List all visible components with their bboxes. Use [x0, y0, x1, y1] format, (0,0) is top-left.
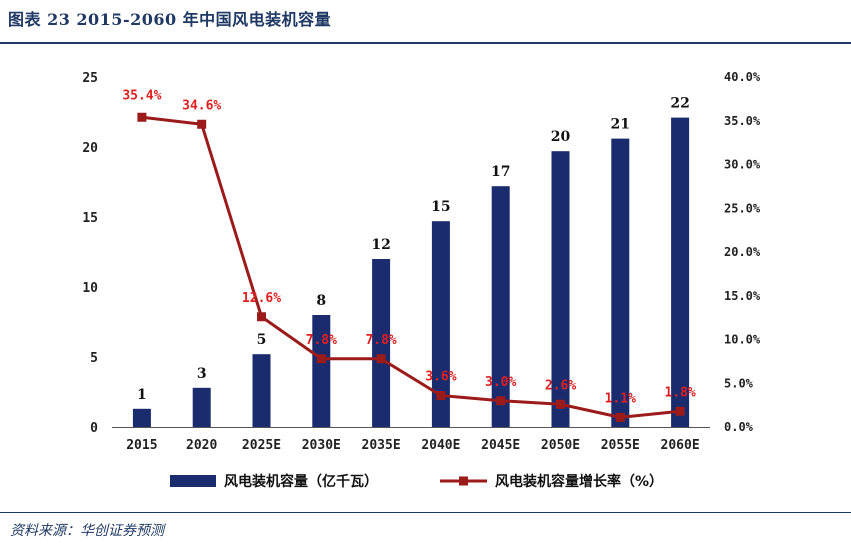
y-left-tick-label: 5 — [90, 351, 98, 366]
growth-marker — [675, 406, 685, 416]
x-tick-label: 2030E — [302, 438, 341, 453]
y-right-tick-label: 25.0% — [724, 201, 761, 215]
legend-bar-swatch — [170, 475, 216, 487]
growth-value-label: 34.6% — [182, 98, 221, 113]
growth-value-label: 35.4% — [122, 88, 161, 103]
y-left-tick-label: 0 — [90, 421, 98, 436]
growth-value-label: 1.8% — [664, 385, 695, 400]
bar-value-label: 15 — [431, 199, 450, 215]
legend-line-marker — [459, 476, 468, 486]
bar-value-label: 1 — [137, 387, 147, 403]
y-right-tick-label: 20.0% — [724, 245, 761, 259]
combo-chart: 05101520250.0%5.0%10.0%15.0%20.0%25.0%30… — [82, 70, 761, 490]
x-tick-label: 2045E — [481, 438, 520, 453]
bar-value-label: 21 — [611, 117, 630, 133]
growth-marker — [436, 391, 446, 400]
bar — [431, 221, 450, 427]
bar — [252, 354, 271, 427]
title-rule — [0, 42, 851, 44]
bar — [551, 151, 570, 427]
y-left-tick-label: 15 — [82, 211, 98, 226]
y-right-tick-label: 40.0% — [724, 70, 761, 84]
figure-title: 图表 23 2015-2060 年中国风电装机容量 — [8, 10, 332, 29]
bar — [372, 259, 391, 427]
y-right-tick-label: 0.0% — [724, 420, 754, 434]
y-right-tick-label: 10.0% — [724, 333, 761, 347]
growth-marker — [137, 112, 147, 122]
legend-bar-label: 风电装机容量（亿千瓦） — [224, 473, 378, 490]
bar — [611, 138, 630, 427]
x-tick-label: 2050E — [541, 438, 580, 453]
bar-value-label: 8 — [316, 293, 326, 309]
growth-marker — [496, 396, 506, 406]
source-note: 资料来源：华创证券预测 — [10, 523, 164, 539]
bar — [192, 387, 211, 427]
y-left-tick-label: 20 — [82, 141, 98, 156]
bar — [671, 117, 690, 427]
y-left-tick-label: 10 — [82, 281, 98, 296]
bar-value-label: 12 — [371, 237, 390, 253]
x-tick-label: 2025E — [242, 438, 281, 453]
growth-line — [141, 115, 681, 419]
x-tick-label: 2055E — [601, 438, 640, 453]
growth-value-label: 3.6% — [425, 370, 456, 385]
y-left-tick-label: 25 — [82, 71, 98, 86]
x-tick-label: 2040E — [421, 438, 460, 453]
bar-value-label: 20 — [551, 129, 571, 145]
x-tick-label: 2015 — [126, 438, 157, 453]
growth-marker — [615, 412, 625, 422]
y-right-tick-label: 30.0% — [724, 158, 761, 172]
bar — [491, 186, 510, 427]
y-right-tick-label: 5.0% — [724, 376, 754, 390]
growth-value-label: 3.0% — [485, 375, 516, 390]
growth-marker — [257, 312, 266, 322]
growth-value-label: 7.8% — [306, 333, 337, 348]
bar-value-label: 3 — [197, 366, 207, 382]
growth-value-label: 1.1% — [605, 391, 636, 406]
legend-line-label: 风电装机容量增长率（%） — [495, 473, 663, 490]
growth-marker — [197, 119, 207, 129]
bar-value-label: 17 — [491, 164, 510, 180]
x-tick-label: 2035E — [362, 438, 401, 453]
growth-value-label: 12.6% — [242, 291, 281, 306]
bar — [132, 408, 151, 427]
y-right-tick-label: 35.0% — [724, 114, 761, 128]
growth-value-label: 7.8% — [365, 333, 396, 348]
growth-marker — [376, 354, 386, 364]
x-tick-label: 2020 — [186, 438, 217, 453]
growth-value-label: 2.6% — [545, 378, 576, 393]
bar — [312, 315, 331, 427]
bar-value-label: 22 — [670, 96, 689, 112]
x-tick-label: 2060E — [661, 438, 700, 453]
growth-marker — [316, 354, 326, 364]
bar-value-label: 5 — [257, 332, 267, 348]
y-right-tick-label: 15.0% — [724, 289, 761, 303]
source-rule — [0, 512, 851, 513]
growth-marker — [556, 399, 565, 409]
